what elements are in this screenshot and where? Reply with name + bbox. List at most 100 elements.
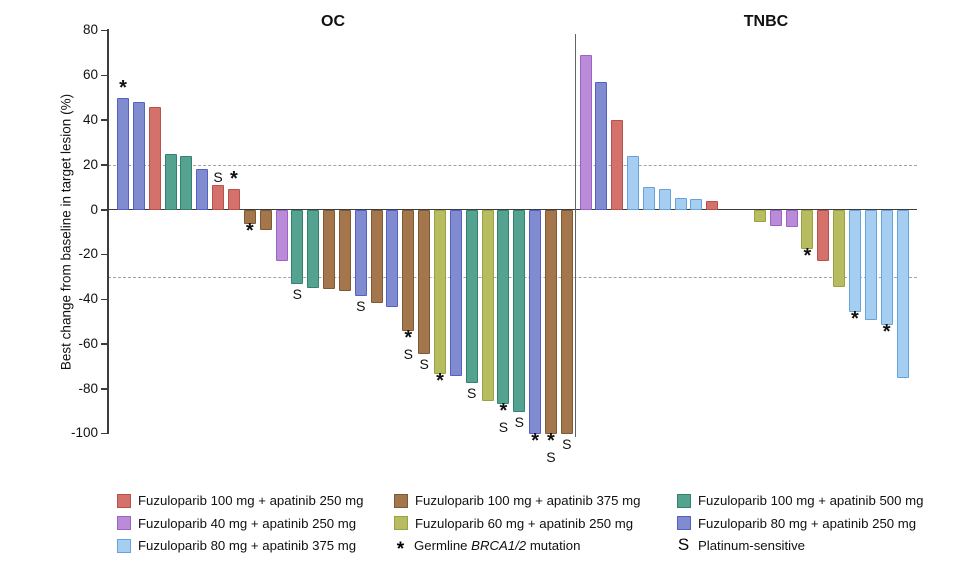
y-tick-mark bbox=[100, 343, 107, 345]
bar bbox=[674, 198, 687, 210]
bar-annotation: * bbox=[531, 430, 539, 453]
platinum-sensitive-icon: S bbox=[677, 534, 690, 554]
legend-swatch-teal bbox=[677, 493, 691, 508]
platinum-sensitive-marker: S bbox=[356, 297, 366, 314]
bar bbox=[627, 155, 640, 210]
bar bbox=[595, 81, 608, 210]
reference-line bbox=[108, 276, 917, 278]
bar bbox=[579, 55, 592, 210]
bar-annotation: S bbox=[213, 168, 222, 184]
legend-item: Fuzuloparib 60 mg + apatinib 250 mg bbox=[394, 516, 633, 531]
legend-label: Fuzuloparib 40 mg + apatinib 250 mg bbox=[138, 515, 357, 531]
y-axis-line bbox=[107, 29, 109, 435]
group-title-tnbc: TNBC bbox=[743, 13, 789, 30]
bar-annotation: S bbox=[293, 285, 302, 301]
bar bbox=[196, 169, 209, 210]
brca-mutation-marker: * bbox=[230, 168, 238, 191]
legend-swatch-slate bbox=[677, 516, 691, 530]
bar bbox=[227, 189, 240, 210]
bar bbox=[275, 210, 288, 261]
bar bbox=[418, 210, 431, 354]
bar bbox=[259, 210, 272, 230]
brca-mutation-marker: * bbox=[119, 76, 127, 99]
bar bbox=[212, 184, 225, 210]
y-tick-mark bbox=[100, 388, 107, 390]
platinum-sensitive-marker: S bbox=[562, 436, 572, 453]
y-tick-label: 80 bbox=[82, 22, 98, 38]
brca-mutation-marker: * bbox=[547, 430, 555, 453]
platinum-sensitive-marker: S bbox=[514, 414, 524, 430]
legend-label: Fuzuloparib 100 mg + apatinib 375 mg bbox=[415, 493, 641, 508]
bar-annotation: S bbox=[515, 413, 524, 429]
bar-annotation: S bbox=[356, 297, 365, 313]
y-tick-label: 40 bbox=[82, 111, 98, 127]
bar bbox=[307, 210, 320, 288]
group-title-oc: OC bbox=[321, 13, 345, 30]
bar bbox=[386, 210, 399, 307]
bar bbox=[801, 210, 814, 249]
y-tick-mark bbox=[100, 253, 107, 256]
legend-label: Fuzuloparib 100 mg + apatinib 250 mg bbox=[138, 493, 364, 508]
bar-annotation: * bbox=[882, 320, 891, 343]
brca-mutation-marker: * bbox=[803, 244, 812, 267]
bar-annotation: * bbox=[803, 244, 812, 267]
y-tick-label: 60 bbox=[82, 67, 98, 83]
bar bbox=[291, 210, 304, 285]
bar-annotation: * bbox=[436, 371, 444, 391]
brca-mutation-marker: * bbox=[851, 308, 859, 331]
bar bbox=[560, 210, 573, 435]
y-tick-mark bbox=[100, 164, 107, 166]
bar bbox=[180, 155, 193, 210]
legend-item: Fuzuloparib 80 mg + apatinib 250 mg bbox=[677, 516, 916, 531]
bar bbox=[658, 189, 671, 210]
bar bbox=[642, 187, 655, 210]
brca-mutation-marker: * bbox=[531, 430, 539, 453]
bar bbox=[132, 102, 145, 210]
bar-annotation: * S bbox=[546, 430, 556, 466]
bar bbox=[529, 210, 542, 435]
bar bbox=[544, 210, 557, 435]
bar bbox=[117, 97, 129, 210]
bar bbox=[864, 210, 877, 321]
bar-annotation: S bbox=[419, 355, 428, 371]
y-tick-mark bbox=[100, 298, 107, 301]
bar-annotation: S bbox=[467, 384, 476, 400]
legend-label: Platinum-sensitive bbox=[698, 538, 806, 553]
y-tick-mark bbox=[100, 74, 107, 77]
bar bbox=[465, 210, 478, 383]
y-axis-label: Best change from baseline in target lesi… bbox=[58, 93, 74, 371]
y-tick-label: -60 bbox=[78, 335, 98, 351]
y-tick-mark bbox=[100, 432, 107, 435]
bar-annotation: * S bbox=[404, 327, 413, 361]
bar bbox=[148, 106, 161, 210]
bar bbox=[611, 119, 624, 210]
legend-item: * Germline BRCA1/2 mutation bbox=[394, 538, 581, 560]
bar bbox=[753, 210, 766, 222]
bar bbox=[848, 210, 861, 313]
legend-swatch-brown bbox=[394, 493, 408, 508]
platinum-sensitive-marker: S bbox=[213, 168, 223, 185]
brca-mutation-marker: * bbox=[404, 327, 413, 350]
brca-mutation-marker: * bbox=[882, 320, 891, 343]
legend-item: S Platinum-sensitive bbox=[677, 534, 806, 554]
y-tick-mark bbox=[100, 209, 107, 211]
legend-label: Fuzuloparib 100 mg + apatinib 500 mg bbox=[698, 493, 924, 508]
bar bbox=[354, 210, 367, 296]
bar bbox=[769, 210, 782, 227]
legend-swatch-purple bbox=[117, 516, 131, 530]
bar bbox=[497, 210, 510, 405]
legend-item: Fuzuloparib 100 mg + apatinib 375 mg bbox=[394, 493, 640, 508]
bar bbox=[833, 210, 846, 287]
legend-item: Fuzuloparib 100 mg + apatinib 250 mg bbox=[117, 493, 363, 508]
legend-item: Fuzuloparib 40 mg + apatinib 250 mg bbox=[117, 516, 356, 531]
legend-swatch-lblue bbox=[117, 538, 131, 553]
bar bbox=[370, 210, 383, 304]
bar-annotation: * S bbox=[499, 400, 508, 434]
bar bbox=[449, 210, 462, 377]
reference-line bbox=[108, 164, 917, 166]
y-tick-label: 0 bbox=[90, 201, 98, 217]
platinum-sensitive-marker: S bbox=[546, 449, 556, 466]
brca-mutation-marker: * bbox=[499, 400, 508, 423]
bar bbox=[164, 153, 177, 210]
